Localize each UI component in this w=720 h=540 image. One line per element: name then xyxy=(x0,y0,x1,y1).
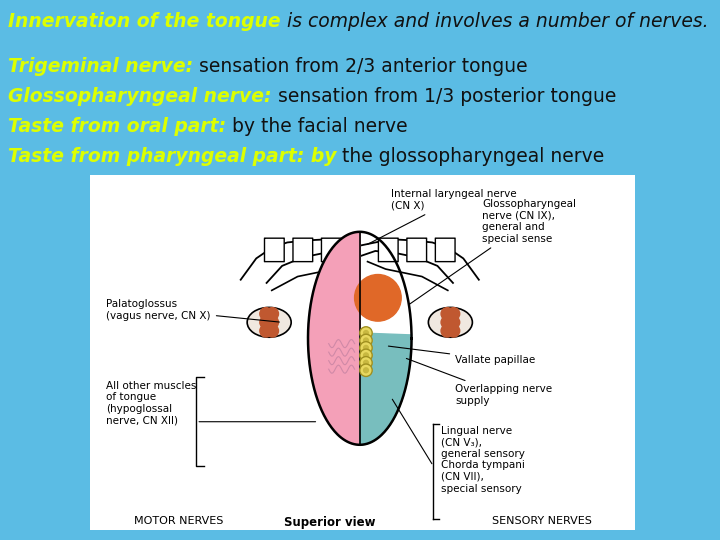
Text: All other muscles
of tongue
(hypoglossal
nerve, CN XII): All other muscles of tongue (hypoglossal… xyxy=(107,381,197,426)
FancyBboxPatch shape xyxy=(379,238,398,261)
Text: Innervation of the tongue: Innervation of the tongue xyxy=(8,12,281,31)
Circle shape xyxy=(447,325,459,337)
Circle shape xyxy=(447,316,459,328)
Polygon shape xyxy=(360,349,411,445)
Circle shape xyxy=(360,342,372,354)
Text: Glossopharyngeal nerve:: Glossopharyngeal nerve: xyxy=(8,87,271,106)
Circle shape xyxy=(441,316,454,328)
FancyBboxPatch shape xyxy=(436,238,455,261)
Text: sensation from 1/3 posterior tongue: sensation from 1/3 posterior tongue xyxy=(271,87,616,106)
FancyBboxPatch shape xyxy=(293,238,312,261)
Text: by the facial nerve: by the facial nerve xyxy=(226,117,408,136)
Text: SENSORY NERVES: SENSORY NERVES xyxy=(492,516,591,526)
Polygon shape xyxy=(360,333,412,445)
Circle shape xyxy=(363,360,369,366)
Text: is complex and involves a number of nerves.: is complex and involves a number of nerv… xyxy=(281,12,708,31)
Ellipse shape xyxy=(428,307,472,338)
Text: Lingual nerve
(CN V₃),
general sensory
Chorda tympani
(CN VII),
special sensory: Lingual nerve (CN V₃), general sensory C… xyxy=(441,426,525,494)
Text: MOTOR NERVES: MOTOR NERVES xyxy=(134,516,223,526)
Polygon shape xyxy=(308,232,360,445)
Bar xyxy=(90,175,635,530)
FancyBboxPatch shape xyxy=(407,238,426,261)
Circle shape xyxy=(441,308,454,320)
Text: Internal laryngeal nerve
(CN X): Internal laryngeal nerve (CN X) xyxy=(367,189,516,245)
Circle shape xyxy=(360,349,372,362)
FancyBboxPatch shape xyxy=(264,238,284,261)
Circle shape xyxy=(363,345,369,351)
Circle shape xyxy=(447,308,459,320)
Circle shape xyxy=(363,330,369,336)
Text: Overlapping nerve
supply: Overlapping nerve supply xyxy=(406,359,552,406)
Circle shape xyxy=(266,308,279,320)
FancyBboxPatch shape xyxy=(321,238,341,261)
Circle shape xyxy=(354,274,401,321)
Text: Vallate papillae: Vallate papillae xyxy=(388,346,536,364)
Circle shape xyxy=(363,367,369,373)
Circle shape xyxy=(260,308,272,320)
Circle shape xyxy=(441,325,454,337)
Text: Glossopharyngeal
nerve (CN IX),
general and
special sense: Glossopharyngeal nerve (CN IX), general … xyxy=(409,199,577,305)
Text: Taste from oral part:: Taste from oral part: xyxy=(8,117,226,136)
Circle shape xyxy=(260,316,272,328)
Circle shape xyxy=(360,327,372,339)
Circle shape xyxy=(360,334,372,347)
Text: Trigeminal nerve:: Trigeminal nerve: xyxy=(8,57,193,76)
Ellipse shape xyxy=(247,307,291,338)
Circle shape xyxy=(360,356,372,369)
Circle shape xyxy=(363,352,369,359)
Text: Taste from pharyngeal part: by: Taste from pharyngeal part: by xyxy=(8,147,336,166)
Text: Superior view: Superior view xyxy=(284,516,376,529)
Text: the glossopharyngeal nerve: the glossopharyngeal nerve xyxy=(336,147,605,166)
Circle shape xyxy=(363,338,369,343)
Circle shape xyxy=(360,364,372,376)
Text: sensation from 2/3 anterior tongue: sensation from 2/3 anterior tongue xyxy=(193,57,528,76)
Circle shape xyxy=(266,316,279,328)
Circle shape xyxy=(260,325,272,337)
Circle shape xyxy=(266,325,279,337)
Text: Palatoglossus
(vagus nerve, CN X): Palatoglossus (vagus nerve, CN X) xyxy=(107,299,279,322)
